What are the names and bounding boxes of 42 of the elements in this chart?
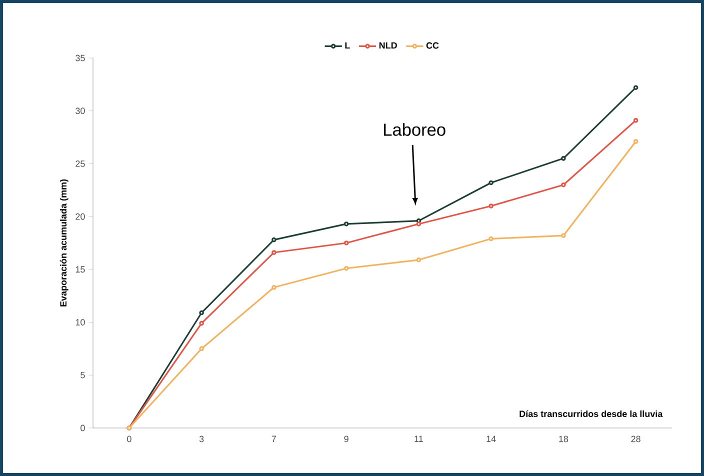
- point: [199, 346, 204, 352]
- x-tick-label: 0: [127, 436, 132, 442]
- y-tick-label: 10: [76, 319, 85, 326]
- y-tick-label: 15: [76, 266, 85, 273]
- point: [416, 222, 422, 226]
- annotation: Laboreo: [384, 123, 446, 136]
- point: [199, 320, 204, 326]
- y-tick-label: 30: [76, 108, 85, 114]
- x-axis-title: Días transcurridos desde la lluvia: [520, 410, 663, 418]
- x-tick-label: 7: [272, 436, 276, 442]
- x-tick-label: 11: [414, 436, 423, 442]
- point: [272, 250, 276, 255]
- y-tick-label: 20: [76, 213, 85, 220]
- legend-label: CC: [426, 42, 439, 49]
- point: [561, 233, 566, 238]
- point: [633, 118, 638, 123]
- point: [488, 204, 494, 208]
- y-tick-label: 0: [80, 424, 85, 432]
- point: [561, 156, 566, 161]
- legend-label: NLD: [379, 42, 397, 49]
- point: [199, 310, 204, 316]
- point: [272, 237, 276, 242]
- point: [488, 236, 494, 242]
- x-tick-label: 18: [559, 436, 568, 442]
- point: [488, 180, 494, 186]
- legend-label: L: [345, 42, 350, 49]
- y-tick-label: 5: [80, 372, 85, 378]
- x-tick-label: 14: [486, 436, 496, 442]
- y-tick-label: 25: [76, 160, 85, 167]
- point: [272, 284, 276, 290]
- point: [633, 139, 638, 144]
- point: [344, 266, 349, 271]
- point: [561, 182, 566, 188]
- x-tick-label: 28: [631, 436, 640, 442]
- point: [344, 240, 349, 246]
- y-tick-label: 35: [76, 54, 85, 62]
- x-tick-label: 9: [344, 436, 348, 442]
- point: [344, 222, 349, 226]
- point: [633, 85, 638, 90]
- y-axis-title: Evaporación acumulada (mm): [60, 179, 68, 306]
- point: [416, 258, 422, 262]
- x-tick-label: 3: [199, 436, 204, 442]
